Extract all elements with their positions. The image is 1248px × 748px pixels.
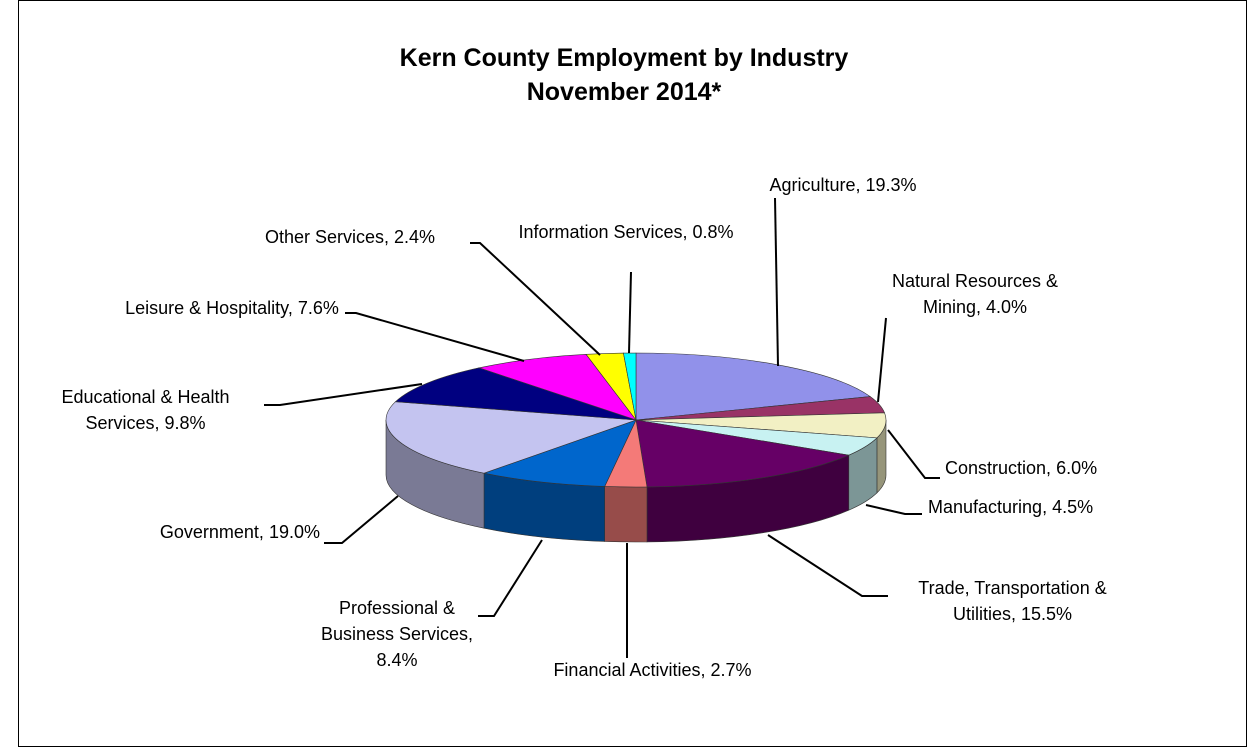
data-label: Other Services, 2.4%: [230, 224, 470, 250]
leader-line: [767, 534, 888, 597]
value-label: 4.0%: [986, 297, 1028, 317]
data-label: Trade, Transportation & Utilities, 15.5%: [895, 575, 1130, 627]
category-label: Educational & Health Services,: [61, 387, 230, 433]
category-label: Natural Resources & Mining,: [891, 271, 1059, 317]
value-label: 2.4%: [394, 227, 436, 247]
category-label: Trade, Transportation & Utilities,: [918, 578, 1107, 624]
slice: [385, 401, 637, 474]
frame: [18, 0, 1247, 747]
category-label: Construction,: [945, 458, 1052, 478]
slice: [635, 419, 850, 488]
category-label: Information Services,: [518, 222, 688, 242]
category-label: Agriculture,: [769, 175, 861, 195]
value-label: 8.4%: [376, 650, 418, 670]
leader-line: [887, 429, 940, 479]
data-label: Leisure & Hospitality, 7.6%: [112, 295, 352, 321]
value-label: 19.3%: [865, 175, 917, 195]
slice: [623, 352, 637, 421]
category-label: Manufacturing,: [928, 497, 1048, 517]
category-label: Other Services,: [264, 227, 389, 247]
data-label: Financial Activities, 2.7%: [550, 657, 755, 683]
category-label: Professional & Business Services,: [320, 598, 474, 644]
value-label: 7.6%: [297, 298, 339, 318]
leader-line: [345, 312, 525, 362]
leader-line: [774, 197, 779, 367]
data-label: Agriculture, 19.3%: [723, 172, 963, 198]
leader-line: [628, 271, 632, 354]
data-label: Educational & Health Services, 9.8%: [28, 384, 263, 436]
category-label: Financial Activities,: [553, 660, 706, 680]
value-label: 0.8%: [692, 222, 734, 242]
leader-line: [877, 317, 887, 403]
data-label: Construction, 6.0%: [945, 455, 1175, 481]
slice: [477, 354, 637, 421]
data-label: Government, 19.0%: [70, 519, 320, 545]
data-label: Natural Resources & Mining, 4.0%: [875, 268, 1075, 320]
value-label: 19.0%: [268, 522, 320, 542]
category-label: Government,: [159, 522, 264, 542]
value-label: 9.8%: [164, 413, 206, 433]
slice: [394, 367, 637, 421]
data-label: Manufacturing, 4.5%: [928, 494, 1158, 520]
chart-subtitle: November 2014*: [526, 78, 722, 106]
leader-line: [470, 242, 601, 356]
category-label: Leisure & Hospitality,: [125, 298, 293, 318]
leader-line: [865, 504, 922, 515]
value-label: 4.5%: [1052, 497, 1094, 517]
value-label: 15.5%: [1020, 604, 1073, 624]
value-label: 2.7%: [710, 660, 752, 680]
leader-line: [324, 495, 399, 544]
chart-title: Kern County Employment by Industry: [399, 44, 849, 72]
value-label: 6.0%: [1056, 458, 1098, 478]
slice-side: [604, 486, 648, 543]
leader-line: [264, 383, 423, 406]
data-label: Information Services, 0.8%: [496, 219, 756, 245]
data-label: Professional & Business Services, 8.4%: [307, 595, 487, 673]
leader-line: [478, 539, 543, 617]
slice: [482, 419, 637, 487]
